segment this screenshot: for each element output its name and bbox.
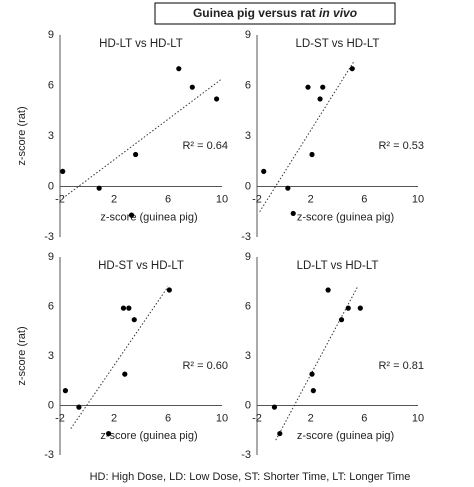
title-text: Guinea pig versus rat [193,6,316,20]
y-tick-label: 3 [245,350,251,362]
point [60,168,66,174]
y-tick-label: 3 [48,130,54,142]
point [317,96,323,102]
point [345,305,351,311]
point [120,305,127,311]
point [62,388,68,394]
point [320,84,326,90]
panel: -3 0 3 6 9 -2 2 6 10 HD-LT vs HD-LT R² = 0.64 z-sco… [16,29,228,243]
x-tick-label: 6 [165,193,171,205]
y-tick-label: -3 [44,449,54,461]
point [133,151,139,158]
x-axis-label: z-score (guinea pig) [100,430,197,442]
trendline [275,286,359,441]
y-tick-label: 0 [245,180,251,192]
panel-title: LD-LT vs HD-LT [297,260,379,272]
panel: -3 0 3 6 9 -2 2 6 10 LD-LT vs HD-LT R² = 0.81 z-sco… [241,251,424,461]
x-tick-label: 6 [361,412,367,424]
point [309,151,315,158]
point [349,66,355,72]
point [189,84,195,90]
x-axis-label: z-score (guinea pig) [297,212,394,224]
point [96,185,102,191]
x-tick-label: -2 [55,412,65,424]
y-tick-label: 3 [48,350,54,362]
point [357,305,363,311]
point [271,404,278,410]
point [128,212,135,218]
x-tick-label: -2 [252,193,262,205]
point [76,404,82,410]
point [277,430,283,437]
trendline [259,61,355,213]
x-tick-label: 6 [361,193,367,205]
x-tick-label: 10 [216,412,228,424]
title-box [154,2,396,25]
trendline [62,78,223,199]
figure-title: Guinea pig versus rat in vivo [193,6,357,20]
x-axis-label: z-score (guinea pig) [100,212,197,224]
point [176,66,182,72]
title-emphasis: in vivo [319,6,357,20]
point [285,185,291,191]
panel: -3 0 3 6 9 -2 2 6 10 LD-ST vs HD-LT R² = 0.53 z-sco… [241,29,424,243]
y-tick-label: 6 [48,300,54,312]
panel-title: LD-ST vs HD-LT [296,38,380,50]
point [305,84,311,90]
x-tick-label: 10 [216,193,228,205]
x-tick-label: -2 [252,412,262,424]
panel: -3 0 3 6 9 -2 2 6 10 HD-ST vs HD-LT R² = 0.60 z-sco… [16,251,228,461]
y-tick-label: 6 [48,79,54,91]
r-squared: R² = 0.53 [378,140,424,152]
x-tick-label: 2 [308,193,314,205]
x-tick-label: 10 [412,412,424,424]
y-tick-label: 0 [48,399,54,411]
panel-title: HD-LT vs HD-LT [99,38,183,50]
x-tick-label: 10 [412,193,424,205]
y-tick-label: -3 [241,231,251,243]
trendline [70,286,169,429]
point [126,305,132,311]
point [106,430,112,437]
point [261,168,267,174]
panel-title: HD-ST vs HD-LT [98,260,184,272]
y-axis-label: z-score (rat) [16,326,28,385]
y-tick-label: 0 [48,180,54,192]
y-tick-label: 9 [48,251,54,263]
x-tick-label: 6 [165,412,171,424]
r-squared: R² = 0.64 [182,140,228,152]
y-axis-label: z-score (rat) [16,106,28,165]
x-axis-label: z-score (guinea pig) [297,430,394,442]
x-tick-label: 2 [111,193,117,205]
r-squared: R² = 0.60 [182,360,228,372]
y-tick-label: -3 [241,449,251,461]
point [290,210,296,217]
point [325,287,331,293]
r-squared: R² = 0.81 [378,360,424,372]
x-tick-label: 2 [308,412,314,424]
y-tick-label: 9 [245,29,251,41]
point [310,388,316,394]
point [166,287,172,293]
y-tick-label: -3 [44,231,54,243]
y-tick-label: 0 [245,399,251,411]
y-tick-label: 6 [245,79,251,91]
point [214,96,220,102]
point [122,371,128,377]
y-tick-label: 9 [48,29,54,41]
x-tick-label: 2 [111,412,117,424]
point [131,317,137,323]
point [309,371,315,377]
footnote: HD: High Dose, LD: Low Dose, ST: Shorter… [90,471,411,483]
point [338,317,345,323]
y-tick-label: 3 [245,130,251,142]
x-tick-label: -2 [55,193,65,205]
y-tick-label: 6 [245,300,251,312]
y-tick-label: 9 [245,251,251,263]
